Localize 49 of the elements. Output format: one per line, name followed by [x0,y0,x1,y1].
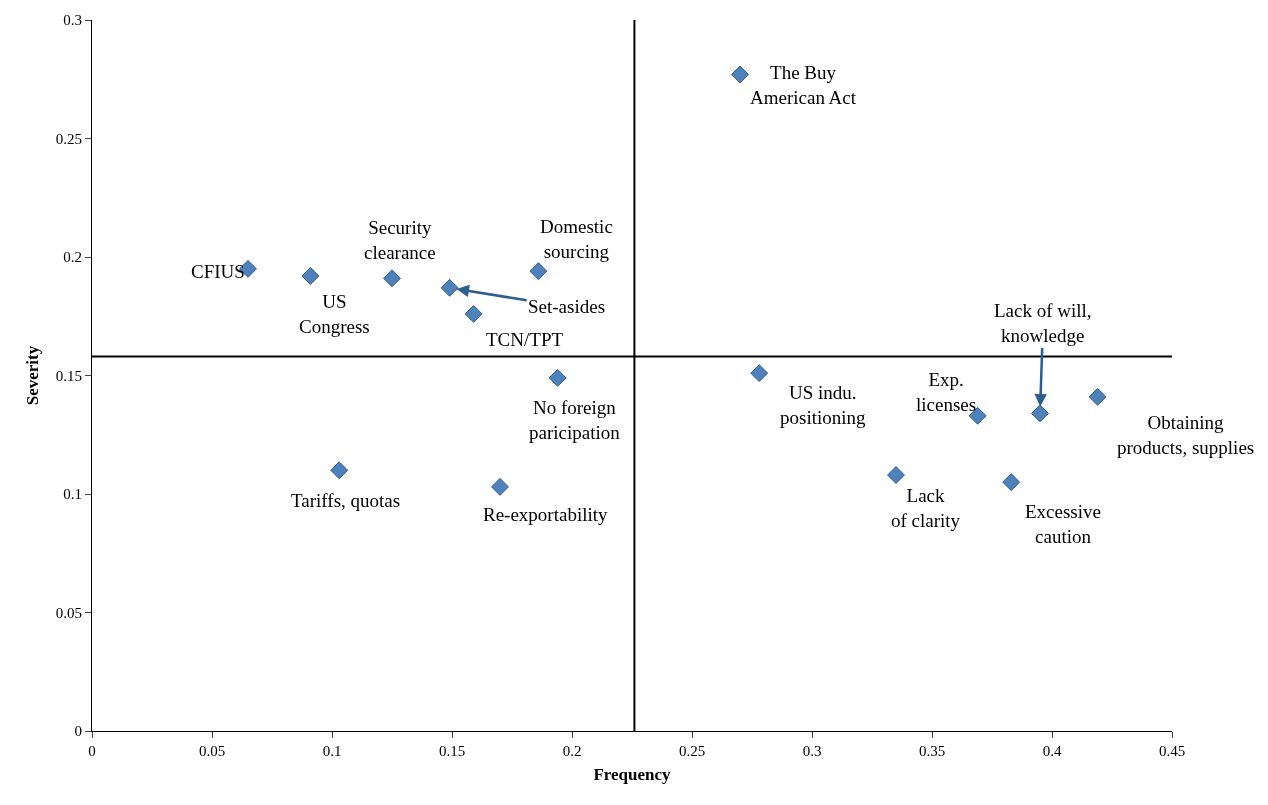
point [887,466,905,484]
y-tick-label: 0.05 [55,604,82,621]
y-tick-label: 0.1 [63,486,82,503]
x-tick-label: 0.45 [1158,743,1186,759]
annotation: Re-exportability [483,504,609,525]
annotation: Security clearance [364,217,436,263]
y-tick-label: 0.3 [63,12,82,29]
annotation: No foreign paricipation [529,397,621,443]
y-axis-title: Severity [23,345,43,406]
point [548,368,567,387]
annotation: The Buy American Act [750,62,857,108]
x-tick-label: 0.1 [322,743,342,759]
annotation: CFIUS [191,261,245,282]
x-tick-label: 0.25 [678,743,706,759]
point [1088,387,1107,406]
point [750,364,769,383]
point [529,262,548,281]
y-tick-label: 0 [74,723,82,740]
annotation: Lack of will, knowledge [994,300,1092,346]
x-tick-label: 0.2 [562,743,582,759]
y-tick-label: 0.25 [55,130,82,147]
x-tick-label: 0 [88,743,96,759]
point [330,461,349,480]
point [383,269,401,288]
x-tick-label: 0.3 [802,743,822,759]
x-tick-label: 0.35 [918,743,946,759]
point [491,477,509,496]
point [1031,404,1049,423]
point [731,65,749,84]
annotation: Tariffs, quotas [291,490,401,511]
point [440,278,459,297]
y-tick-label: 0.15 [55,367,82,384]
annotation: Lack of clarity [891,485,961,531]
x-tick-label: 0.15 [438,743,466,759]
point [1002,473,1021,492]
annotation: US indu. positioning [780,382,867,428]
annotation: Obtaining products, supplies [1117,412,1255,458]
annotation: Exp. licenses [916,369,977,415]
x-tick-label: 0.4 [1042,743,1062,759]
annotation: US Congress [299,291,370,337]
annotation: TCN/TPT [486,329,564,350]
x-axis-title: Frequency [593,765,672,785]
annotation: Excessive caution [1025,501,1101,547]
annotation: Set-asides [528,296,606,317]
annotation: Domestic sourcing [540,216,613,262]
y-tick-label: 0.2 [63,249,82,266]
x-tick-label: 0.05 [198,743,226,759]
point [301,267,320,285]
point [464,304,483,323]
